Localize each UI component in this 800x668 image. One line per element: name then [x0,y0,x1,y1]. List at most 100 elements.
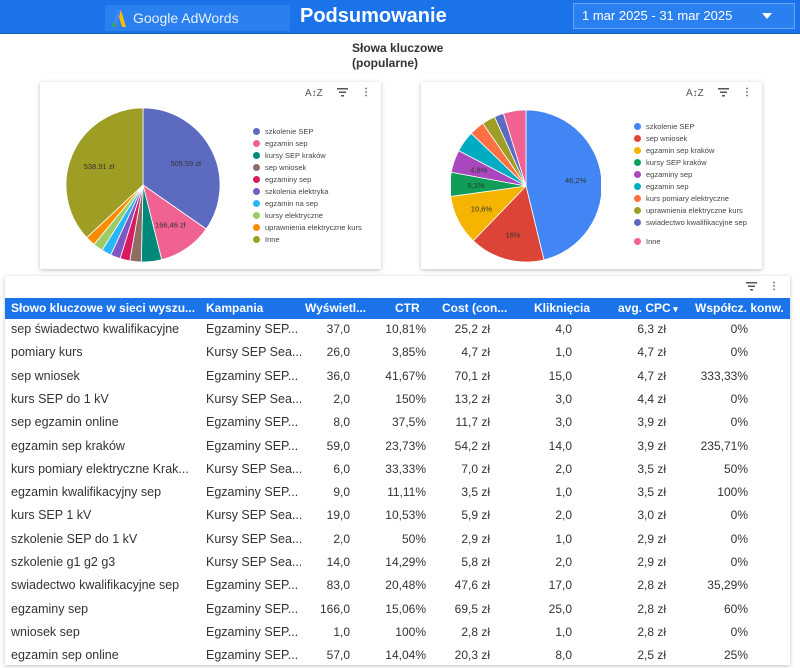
cell-ctr: 41,67% [385,368,426,383]
cell-kampania: Egzaminy SEP... [206,368,299,383]
cell-cost-con: 20,3 zł [454,648,490,663]
column-header-cost-con[interactable]: Cost (con... [442,301,508,315]
table-row[interactable]: swiadectwo kwalifikacyjne sep Egzaminy SE… [5,575,790,598]
logo-container [105,5,290,31]
date-range-picker[interactable]: 1 mar 2025 - 31 mar 2025 [573,3,795,29]
cell-kampania: Egzaminy SEP... [206,624,299,639]
column-header-avg-cpc[interactable]: avg. CPC ▾ [618,301,678,315]
date-range-text: 1 mar 2025 - 31 mar 2025 [582,8,733,23]
column-header-kampania[interactable]: Kampania [206,301,264,315]
cell-avg-cpc: 4,7 zł [637,368,666,383]
filter-icon[interactable] [337,88,348,100]
app-header: Google AdWords Podsumowanie 1 mar 2025 -… [0,0,800,34]
table-row[interactable]: szkolenie SEP do 1 kV Kursy SEP Sea... 2,0… [5,529,790,552]
cell-slowo-kluczowe-w-sieci-wyszu: egzamin sep online [11,648,119,663]
table-row[interactable]: sep świadectwo kwalifikacyjne Egzaminy SE… [5,319,790,342]
table-header: Słowo kluczowe w sieci wyszu... Kampania W… [5,298,790,319]
cell-wyswietl: 83,0 [326,578,350,593]
more-vert-icon[interactable]: ⋮ [742,87,752,98]
legend-swatch [634,123,641,130]
legend-label: uprawnienia elektryczne kurs [646,206,743,215]
cell-avg-cpc: 2,8 zł [637,624,666,639]
column-header-ctr[interactable]: CTR [395,301,420,315]
legend-item-szkolenie-sep[interactable]: szkolenie SEP [253,127,362,139]
legend-label: szkolenie SEP [265,127,314,136]
legend-swatch [634,135,641,142]
table-row[interactable]: sep egzamin online Egzaminy SEP... 8,0 37,5… [5,412,790,435]
legend-item-egzaminy-sep[interactable]: egzaminy sep [634,170,747,182]
column-header-wspolcz-konw[interactable]: Współcz. konw. [695,301,784,315]
cell-kampania: Kursy SEP Sea... [206,461,301,476]
sort-az-icon[interactable]: A↕Z [686,88,704,99]
cell-wyswietl: 36,0 [326,368,350,383]
sort-az-icon[interactable]: A↕Z [305,88,323,99]
legend-item-sep-wniosek[interactable]: sep wniosek [253,163,362,175]
legend-item-egzamin-sep[interactable]: egzamin sep [253,139,362,151]
table-row[interactable]: egzaminy sep Egzaminy SEP... 166,0 15,06% 69… [5,599,790,622]
cell-ctr: 37,5% [391,415,426,430]
pie-slice-inne[interactable] [502,109,527,187]
legend-item-inne[interactable]: Inne [253,235,362,247]
cell-cost-con: 3,5 zł [461,485,490,500]
legend-label: Inne [646,237,661,246]
table-row[interactable]: egzamin kwalifikacyjny sep Egzaminy SEP..… [5,482,790,505]
column-header-wyswietl[interactable]: Wyświetl... [305,301,367,315]
pie-chart-cost: 505,59 zł 166,46 zł 538,91 zł [65,107,221,263]
legend-label: kursy SEP kraków [265,151,326,160]
legend-item-egzamin-sep[interactable]: egzamin sep [634,182,747,194]
table-row[interactable]: szkolenie g1 g2 g3 Kursy SEP Sea... 14,0 14… [5,552,790,575]
cell-cost-con: 54,2 zł [454,438,490,453]
legend-item-szkolenia-elektryka[interactable]: szkolenia elektryka [253,187,362,199]
pie-data-label: 16% [505,230,520,239]
cell-wspolcz-konw: 0% [730,391,748,406]
pie-slice-sep-wniosek[interactable] [472,185,545,263]
legend-item-uprawnienia-elektryczne-kurs[interactable]: uprawnienia elektryczne kurs [253,223,362,235]
table-row[interactable]: sep wniosek Egzaminy SEP... 36,0 41,67% 70,1… [5,366,790,389]
legend-item-kursy-sep-krakow[interactable]: kursy SEP kraków [253,151,362,163]
column-header-slowo-kluczowe-w-sieci-wyszu[interactable]: Słowo kluczowe w sieci wyszu... [11,301,196,315]
pie-slice-egzamin-sep-krakow[interactable] [451,185,528,242]
cell-slowo-kluczowe-w-sieci-wyszu: pomiary kurs [11,345,83,360]
legend-item-kursy-sep-krakow[interactable]: kursy SEP kraków [634,158,747,170]
filter-icon[interactable] [746,282,757,294]
more-vert-icon[interactable]: ⋮ [769,281,779,292]
cell-ctr: 15,06% [385,601,426,616]
legend-swatch [253,128,260,135]
legend-item-swiadectwo-kwalifikacyjne-sep[interactable]: swiadectwo kwalifikacyjne sep [634,218,747,237]
legend-label: egzamin sep [646,182,689,191]
table-row[interactable]: kurs SEP 1 kV Kursy SEP Sea... 19,0 10,53% 5… [5,505,790,528]
legend-item-egzamin-sep-krakow[interactable]: egzamin sep kraków [634,146,747,158]
legend-item-egzamin-na-sep[interactable]: egzamin na sep [253,199,362,211]
legend-item-kurs-pomiary-elektryczne[interactable]: kurs pomiary elektryczne [634,194,747,206]
legend-label: kurs pomiary elektryczne [646,194,729,203]
legend-item-inne[interactable]: Inne [634,237,747,249]
cell-cost-con: 25,2 zł [454,322,490,336]
cell-wyswietl: 8,0 [333,415,350,430]
filter-icon[interactable] [718,88,729,100]
legend-item-kursy-elektryczne[interactable]: kursy elektryczne [253,211,362,223]
legend-item-uprawnienia-elektryczne-kurs[interactable]: uprawnienia elektryczne kurs [634,206,747,218]
pie-slice-szkolenie-sep[interactable] [525,109,601,261]
table-row[interactable]: egzamin sep kraków Egzaminy SEP... 59,0 23,… [5,436,790,459]
cell-kampania: Egzaminy SEP... [206,601,299,616]
cell-slowo-kluczowe-w-sieci-wyszu: wniosek sep [11,624,80,639]
legend-item-egzaminy-sep[interactable]: egzaminy sep [253,175,362,187]
more-vert-icon[interactable]: ⋮ [361,87,371,98]
column-header-klikniecia[interactable]: Kliknięcia [534,301,591,315]
cell-wyswietl: 9,0 [333,485,350,500]
cell-kampania: Egzaminy SEP... [206,322,299,336]
pie-slice-inne[interactable] [65,107,144,239]
cell-wyswietl: 2,0 [333,391,350,406]
legend-swatch [253,200,260,207]
legend-item-szkolenie-sep[interactable]: szkolenie SEP [634,122,747,134]
table-row[interactable]: kurs SEP do 1 kV Kursy SEP Sea... 2,0 150% 1… [5,389,790,412]
table-row[interactable]: kurs pomiary elektryczne Krak... Kursy SE… [5,459,790,482]
chart-title-line2: (popularne) [352,56,418,70]
legend-item-sep-wniosek[interactable]: sep wniosek [634,134,747,146]
table-row[interactable]: egzamin sep online Egzaminy SEP... 57,0 14,… [5,645,790,668]
legend-label: egzamin sep kraków [646,146,715,155]
pie-data-label: 505,59 zł [170,159,201,168]
pie-slice-szkolenie-sep[interactable] [142,107,221,230]
table-row[interactable]: pomiary kurs Kursy SEP Sea... 26,0 3,85% 4,7… [5,342,790,365]
table-row[interactable]: wniosek sep Egzaminy SEP... 1,0 100% 2,8 zł 1… [5,622,790,645]
